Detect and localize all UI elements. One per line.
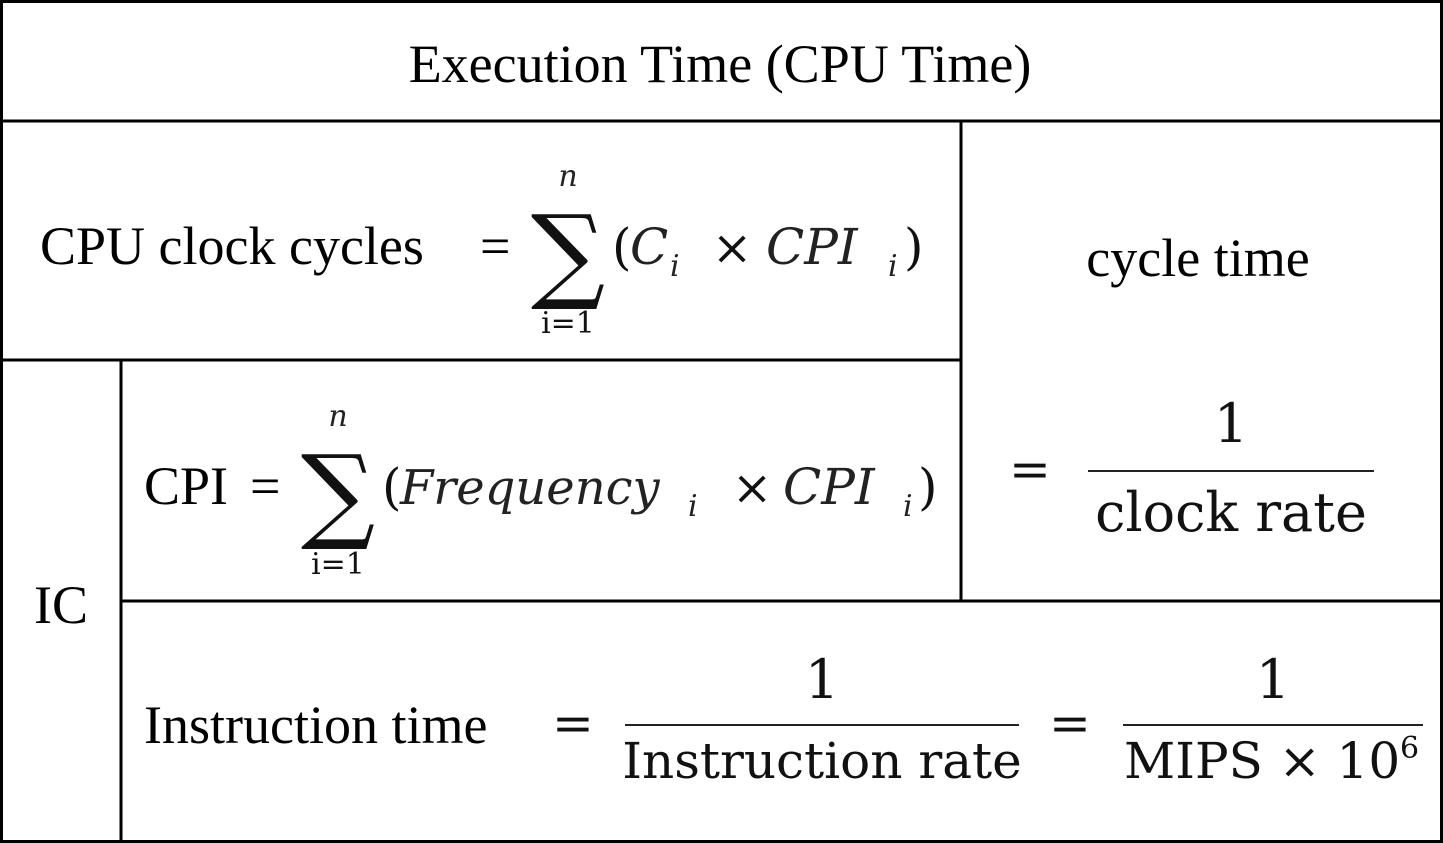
- cpi-close-paren: ): [918, 458, 938, 516]
- clock-cycles-sigma: ∑: [531, 192, 605, 314]
- cpi-formula: CPI = n ∑ i=1 ( Frequency i × CPI i ): [144, 399, 938, 582]
- cpi-sum-lower: i=1: [311, 547, 365, 582]
- cpi-sub1: i: [688, 489, 698, 524]
- instruction-time-equals-1: =: [552, 694, 594, 752]
- cpi-sigma: ∑: [301, 432, 375, 554]
- cpi-label: CPI: [144, 456, 228, 516]
- instruction-time-numerator-2: 1: [1256, 648, 1290, 711]
- cpi-term2: CPI: [783, 458, 876, 516]
- cycle-time-denominator: clock rate: [1095, 481, 1367, 544]
- clock-cycles-close-paren: ): [904, 218, 924, 276]
- cpi-term1: Frequency: [399, 460, 661, 516]
- instruction-time-label: Instruction time: [144, 695, 487, 755]
- instruction-time-formula: Instruction time = 1 Instruction rate = …: [144, 648, 1423, 790]
- cpi-equals: =: [250, 456, 280, 516]
- clock-cycles-times: ×: [712, 220, 752, 276]
- clock-cycles-equals: =: [480, 216, 510, 276]
- clock-cycles-sub1: i: [670, 249, 680, 284]
- cpi-times: ×: [732, 460, 772, 516]
- cycle-time-formula: cycle time = 1 clock rate: [1009, 228, 1374, 544]
- cycle-time-equals: =: [1009, 440, 1051, 498]
- ic-label: IC: [34, 575, 88, 635]
- cpi-sub2: i: [903, 489, 913, 524]
- clock-cycles-sub2: i: [888, 249, 898, 284]
- instruction-time-denominator-2: MIPS × 10: [1124, 732, 1400, 790]
- clock-cycles-sum-upper: n: [558, 159, 577, 194]
- cycle-time-label: cycle time: [1086, 228, 1309, 288]
- diagram-title: Execution Time (CPU Time): [409, 34, 1032, 94]
- instruction-time-denominator-1: Instruction rate: [622, 732, 1022, 790]
- cpi-open-paren: (: [382, 458, 402, 516]
- clock-cycles-formula: CPU clock cycles = n ∑ i=1 ( C i × CPI i…: [40, 159, 924, 341]
- clock-cycles-sum-lower: i=1: [541, 306, 595, 341]
- clock-cycles-open-paren: (: [612, 218, 632, 276]
- instruction-time-numerator-1: 1: [805, 648, 839, 711]
- cpi-sum-upper: n: [328, 399, 347, 434]
- clock-cycles-label: CPU clock cycles: [40, 216, 424, 276]
- instruction-time-equals-2: =: [1049, 694, 1091, 752]
- clock-cycles-term1: C: [630, 218, 668, 276]
- instruction-time-denominator-2-exponent: 6: [1400, 731, 1419, 766]
- cycle-time-numerator: 1: [1214, 392, 1248, 455]
- clock-cycles-term2: CPI: [766, 218, 859, 276]
